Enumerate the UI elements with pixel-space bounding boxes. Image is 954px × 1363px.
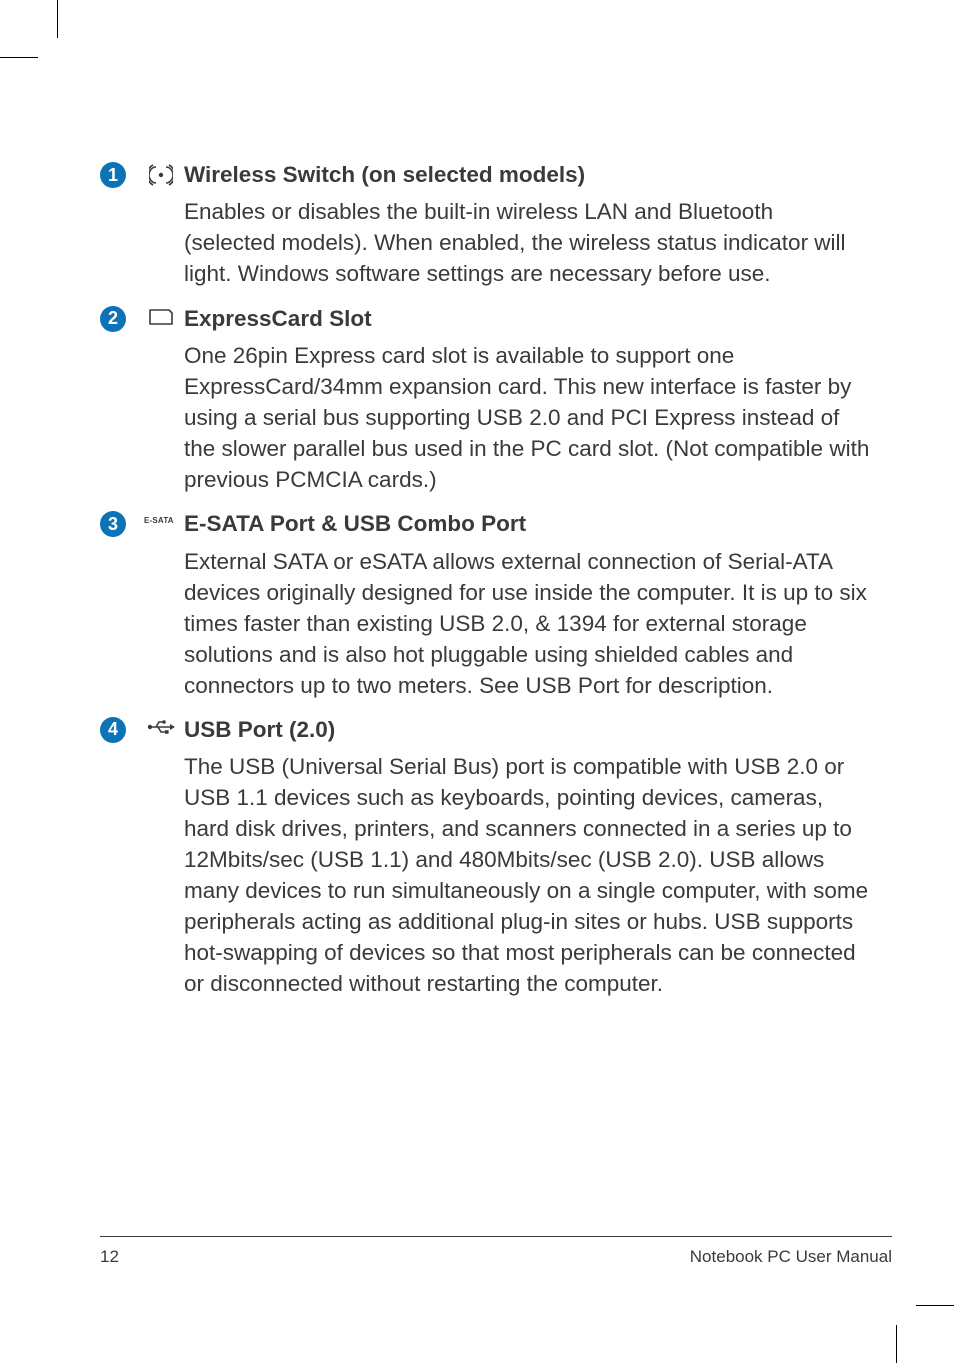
page-number: 12 bbox=[100, 1247, 119, 1267]
section-heading: Wireless Switch (on selected models) bbox=[184, 160, 870, 190]
section-heading: USB Port (2.0) bbox=[184, 715, 870, 745]
page-footer: 12 Notebook PC User Manual bbox=[100, 1236, 892, 1267]
number-badge-3: 3 bbox=[100, 511, 126, 537]
doc-title: Notebook PC User Manual bbox=[690, 1247, 892, 1267]
section-wireless-switch: 1 Wireless Switch (on selected models) E… bbox=[100, 160, 870, 290]
esata-label: E-SATA bbox=[144, 517, 174, 525]
crop-mark bbox=[57, 0, 58, 38]
section-body: The USB (Universal Serial Bus) port is c… bbox=[184, 751, 870, 999]
esata-icon: E-SATA bbox=[144, 513, 178, 525]
usb-icon bbox=[144, 719, 178, 735]
section-usb: 4 USB Port (2.0) The USB (Universal Seri… bbox=[100, 715, 870, 1000]
crop-mark bbox=[0, 57, 38, 58]
number-badge-2: 2 bbox=[100, 306, 126, 332]
section-esata: 3 E-SATA E-SATA Port & USB Combo Port Ex… bbox=[100, 509, 870, 701]
section-body: External SATA or eSATA allows external c… bbox=[184, 546, 870, 701]
section-heading: ExpressCard Slot bbox=[184, 304, 870, 334]
expresscard-icon bbox=[144, 308, 178, 326]
wireless-icon bbox=[144, 164, 178, 186]
number-badge-4: 4 bbox=[100, 717, 126, 743]
section-heading: E-SATA Port & USB Combo Port bbox=[184, 509, 870, 539]
page-content: 1 Wireless Switch (on selected models) E… bbox=[100, 160, 870, 1013]
section-expresscard: 2 ExpressCard Slot One 26pin Express car… bbox=[100, 304, 870, 496]
section-body: One 26pin Express card slot is available… bbox=[184, 340, 870, 495]
number-badge-1: 1 bbox=[100, 162, 126, 188]
section-body: Enables or disables the built-in wireles… bbox=[184, 196, 870, 289]
crop-mark bbox=[916, 1305, 954, 1306]
crop-mark bbox=[896, 1325, 897, 1363]
